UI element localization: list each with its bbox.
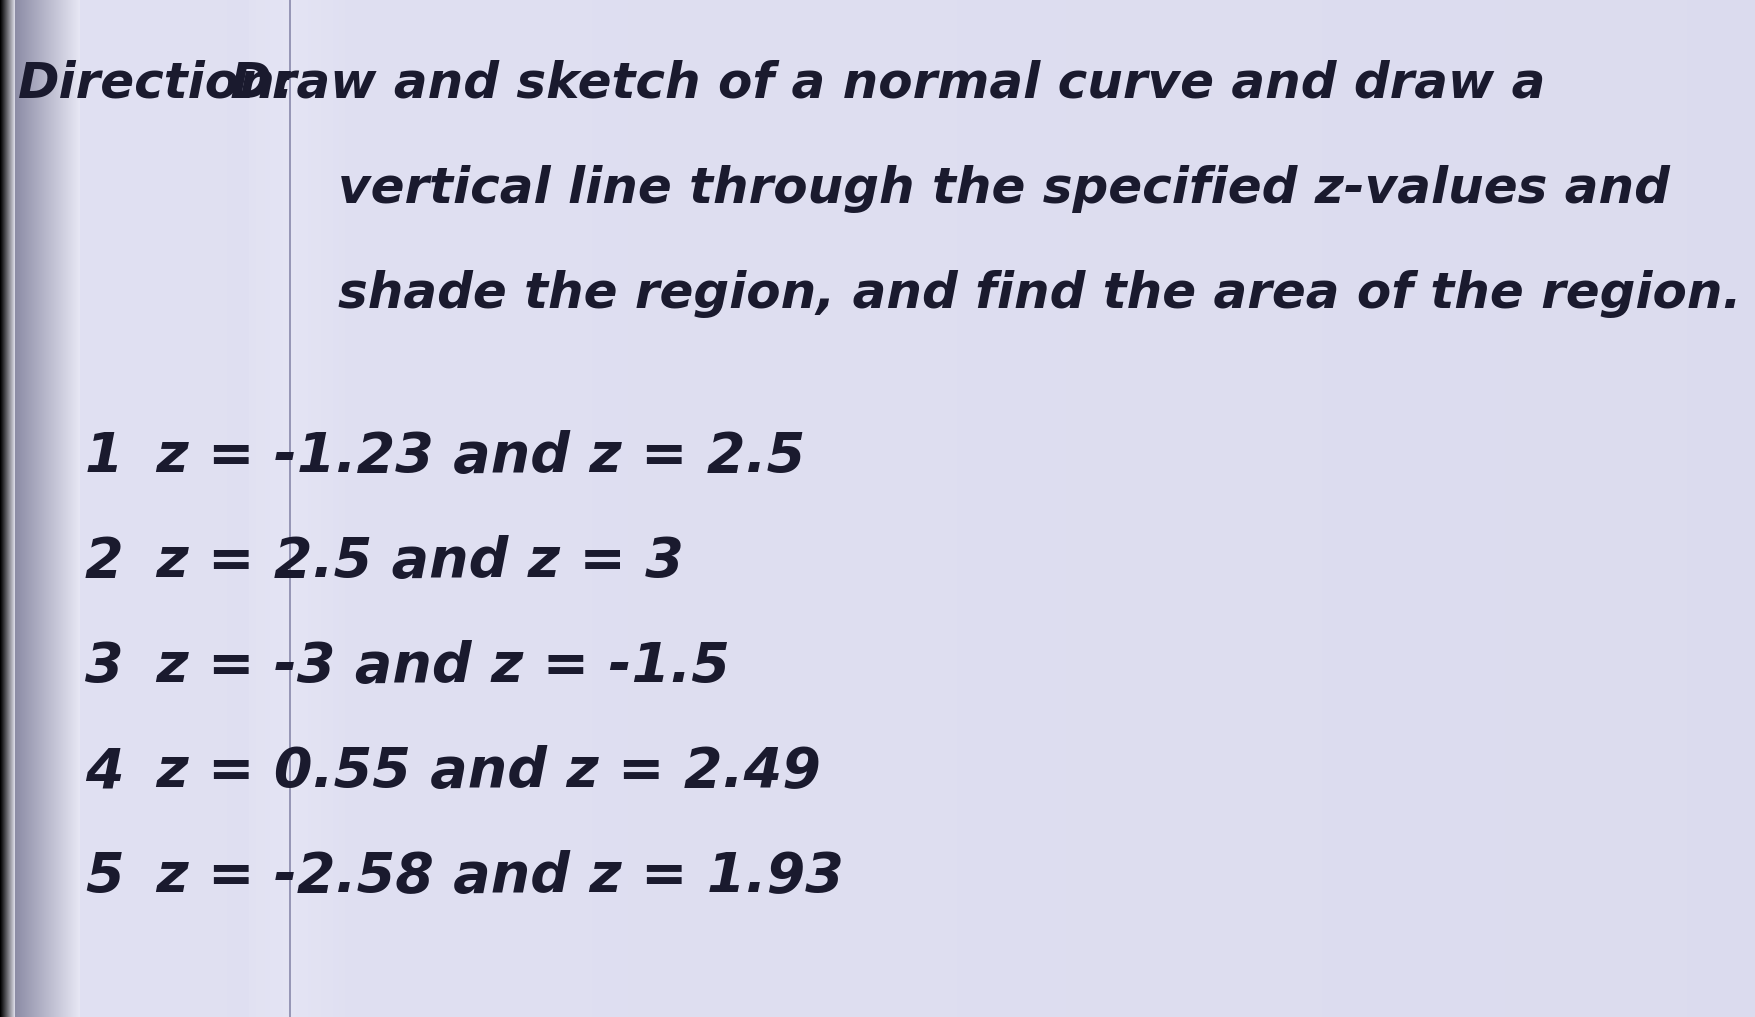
Text: z = -2.58 and z = 1.93: z = -2.58 and z = 1.93 — [137, 850, 844, 904]
Text: z = 2.5 and z = 3: z = 2.5 and z = 3 — [137, 535, 683, 589]
Text: 3: 3 — [84, 640, 123, 694]
Text: 5: 5 — [84, 850, 123, 904]
Text: 1: 1 — [84, 430, 123, 484]
Text: Direction:: Direction: — [18, 60, 295, 108]
Text: shade the region, and find the area of the region.: shade the region, and find the area of t… — [337, 270, 1741, 318]
Text: z = -1.23 and z = 2.5: z = -1.23 and z = 2.5 — [137, 430, 806, 484]
Text: 4: 4 — [84, 745, 123, 799]
Text: 2: 2 — [84, 535, 123, 589]
Text: vertical line through the specified z-values and: vertical line through the specified z-va… — [337, 165, 1669, 213]
Text: Draw and sketch of a normal curve and draw a: Draw and sketch of a normal curve and dr… — [212, 60, 1544, 108]
Text: z = 0.55 and z = 2.49: z = 0.55 and z = 2.49 — [137, 745, 820, 799]
Text: z = -3 and z = -1.5: z = -3 and z = -1.5 — [137, 640, 730, 694]
